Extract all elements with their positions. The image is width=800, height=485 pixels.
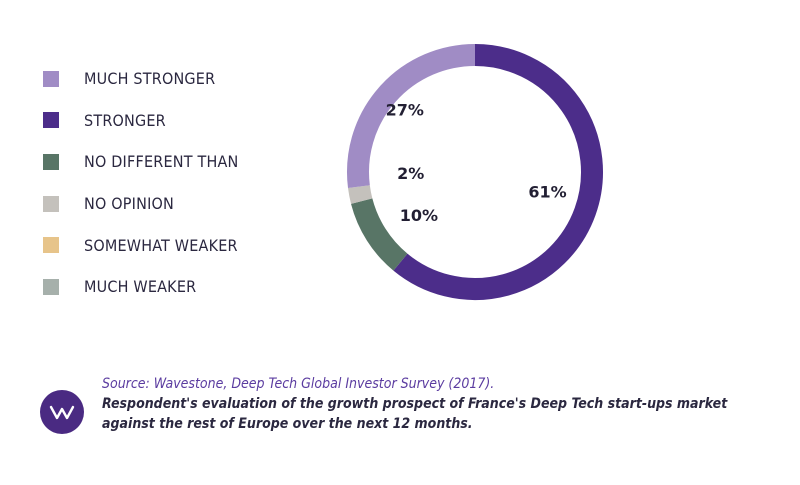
- donut-slice: [348, 185, 373, 204]
- slice-value-label: 61%: [528, 183, 566, 202]
- slice-value-label: 27%: [386, 101, 424, 120]
- legend-item: MUCH STRONGER: [43, 58, 239, 100]
- source-prefix: Source:: [102, 376, 154, 392]
- donut-chart: 27% 61% 10% 2%: [347, 44, 603, 300]
- footer-text: Source: Wavestone, Deep Tech Global Inve…: [102, 374, 782, 434]
- slice-value-label: 2%: [397, 164, 424, 183]
- legend-item: NO DIFFERENT THAN: [43, 141, 239, 183]
- slice-value-label: 10%: [400, 206, 438, 225]
- legend-swatch: [43, 70, 59, 87]
- legend-label: MUCH WEAKER: [84, 277, 197, 297]
- donut-slice: [393, 44, 603, 300]
- chart-caption: Respondent's evaluation of the growth pr…: [102, 396, 728, 432]
- legend-swatch: [43, 278, 59, 295]
- legend-swatch: [43, 153, 59, 170]
- chart-legend: MUCH STRONGER STRONGER NO DIFFERENT THAN NO…: [43, 58, 239, 308]
- source-line: Source: Wavestone, Deep Tech Global Inve…: [102, 374, 782, 394]
- donut-slice: [351, 198, 408, 271]
- legend-label: SOMEWHAT WEAKER: [84, 235, 238, 255]
- legend-item: STRONGER: [43, 100, 239, 142]
- legend-item: SOMEWHAT WEAKER: [43, 224, 239, 266]
- legend-label: STRONGER: [84, 110, 166, 130]
- legend-swatch: [43, 237, 59, 254]
- legend-label: NO DIFFERENT THAN: [84, 152, 239, 172]
- w-glyph-icon: [49, 405, 75, 420]
- donut-slice: [347, 44, 476, 189]
- legend-item: MUCH WEAKER: [43, 266, 239, 308]
- legend-swatch: [43, 112, 59, 129]
- source-name: Wavestone, Deep Tech Global Investor Sur…: [153, 376, 495, 392]
- legend-item: NO OPINION: [43, 183, 239, 225]
- legend-label: NO OPINION: [84, 194, 175, 214]
- wavestone-logo-icon: [40, 390, 84, 434]
- legend-swatch: [43, 195, 59, 212]
- legend-label: MUCH STRONGER: [84, 69, 216, 89]
